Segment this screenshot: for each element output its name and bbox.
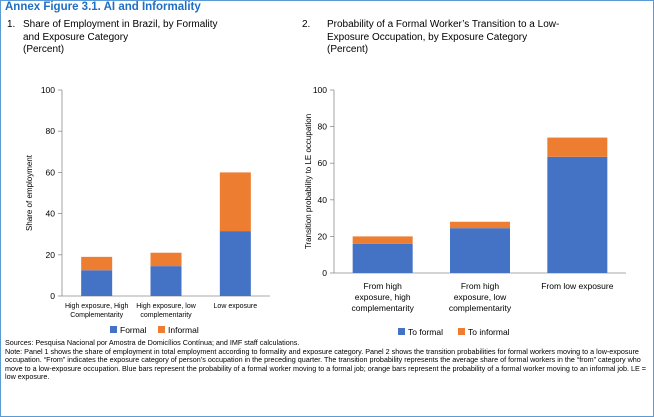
x-category-label: High exposure, High bbox=[65, 303, 129, 310]
y-tick-label: 100 bbox=[313, 85, 327, 95]
x-category-label: exposure, low bbox=[454, 292, 507, 302]
bar-informal bbox=[450, 221, 510, 229]
x-category-label: complementarity bbox=[449, 303, 512, 313]
y-tick-label: 40 bbox=[46, 209, 56, 219]
bar-informal bbox=[219, 172, 251, 232]
x-category-label: From high bbox=[364, 281, 403, 291]
bar-formal bbox=[219, 231, 251, 296]
figure-notes: Sources: Pesquisa Nacional por Amostra d… bbox=[5, 338, 647, 382]
x-category-label: Complementarity bbox=[70, 312, 123, 319]
y-tick-label: 0 bbox=[50, 291, 55, 301]
x-category-label: complementarity bbox=[351, 303, 414, 313]
y-tick-label: 80 bbox=[318, 122, 328, 132]
y-axis-title: Share of employment bbox=[25, 154, 34, 231]
panel2-number: 2. bbox=[302, 19, 311, 30]
y-tick-label: 60 bbox=[46, 167, 56, 177]
bar-formal bbox=[547, 156, 608, 273]
legend-swatch bbox=[158, 326, 165, 333]
panel2-title-line: (Percent) bbox=[327, 44, 369, 55]
legend-label: To informal bbox=[468, 327, 510, 337]
panel2-title-line: Exposure Occupation, by Exposure Categor… bbox=[327, 31, 528, 43]
bar-formal bbox=[150, 266, 182, 296]
x-category-label: From high bbox=[461, 281, 500, 291]
y-tick-label: 80 bbox=[46, 126, 56, 136]
figure-title: Annex Figure 3.1. AI and Informality bbox=[5, 1, 201, 13]
panel1-title-line: Share of Employment in Brazil, by Formal… bbox=[23, 19, 218, 30]
legend-swatch bbox=[458, 328, 465, 335]
panel1-number: 1. bbox=[7, 19, 16, 30]
bar-formal bbox=[352, 243, 413, 273]
panel2-title-line: Probability of a Formal Worker’s Transit… bbox=[327, 19, 560, 30]
sources-note: Sources: Pesquisa Nacional por Amostra d… bbox=[5, 338, 300, 347]
bar-informal bbox=[150, 252, 182, 267]
legend-swatch bbox=[398, 328, 405, 335]
legend-label: Informal bbox=[168, 325, 199, 335]
explanatory-note: Note: Panel 1 shows the share of employm… bbox=[5, 346, 647, 382]
legend-label: Formal bbox=[120, 325, 147, 335]
y-tick-label: 20 bbox=[46, 250, 56, 260]
bar-formal bbox=[81, 270, 113, 296]
y-tick-label: 0 bbox=[322, 268, 327, 278]
bar-informal bbox=[352, 236, 413, 244]
x-category-label: complementarity bbox=[140, 312, 192, 319]
bar-informal bbox=[81, 256, 113, 271]
y-tick-label: 60 bbox=[318, 158, 328, 168]
x-category-label: From low exposure bbox=[541, 281, 614, 291]
bar-informal bbox=[547, 137, 608, 157]
panel2-title: Probability of a Formal Worker’s Transit… bbox=[327, 19, 617, 57]
panel1-title-line: and Exposure Category bbox=[23, 31, 129, 43]
y-tick-label: 40 bbox=[318, 195, 328, 205]
x-category-label: Low exposure bbox=[214, 303, 258, 310]
y-tick-label: 100 bbox=[41, 85, 55, 95]
panel1-title: Share of Employment in Brazil, by Formal… bbox=[23, 19, 273, 57]
legend-label: To formal bbox=[408, 327, 443, 337]
bar-formal bbox=[450, 228, 510, 273]
y-tick-label: 20 bbox=[318, 231, 328, 241]
x-category-label: exposure, high bbox=[355, 292, 411, 302]
panel1-title-line: (Percent) bbox=[23, 44, 65, 55]
legend-swatch bbox=[110, 326, 117, 333]
y-axis-title: Transition probability to LE occupation bbox=[304, 114, 313, 249]
x-category-label: High exposure, low bbox=[136, 303, 196, 310]
